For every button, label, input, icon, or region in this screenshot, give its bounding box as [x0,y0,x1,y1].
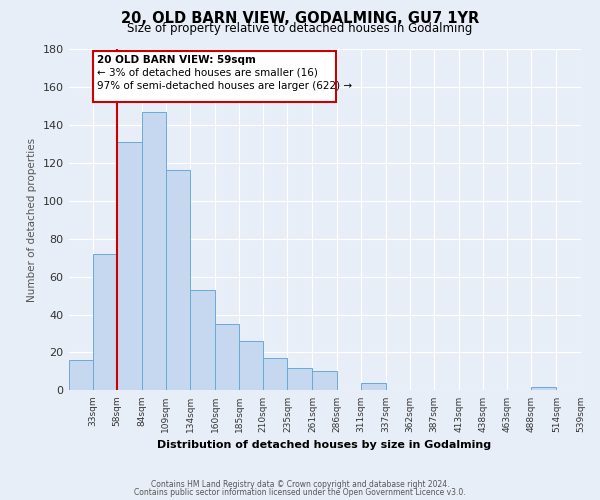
Text: 97% of semi-detached houses are larger (622) →: 97% of semi-detached houses are larger (… [97,81,352,91]
Text: Contains public sector information licensed under the Open Government Licence v3: Contains public sector information licen… [134,488,466,497]
Text: 20, OLD BARN VIEW, GODALMING, GU7 1YR: 20, OLD BARN VIEW, GODALMING, GU7 1YR [121,11,479,26]
Text: 20 OLD BARN VIEW: 59sqm: 20 OLD BARN VIEW: 59sqm [97,54,256,64]
Bar [215,324,239,390]
Bar [313,372,337,390]
Bar [532,386,556,390]
Text: Size of property relative to detached houses in Godalming: Size of property relative to detached ho… [127,22,473,35]
Text: Contains HM Land Registry data © Crown copyright and database right 2024.: Contains HM Land Registry data © Crown c… [151,480,449,489]
Bar [117,142,142,390]
Text: ← 3% of detached houses are smaller (16): ← 3% of detached houses are smaller (16) [97,68,317,78]
Y-axis label: Number of detached properties: Number of detached properties [27,138,37,302]
Bar [92,254,117,390]
X-axis label: Distribution of detached houses by size in Godalming: Distribution of detached houses by size … [157,440,491,450]
FancyBboxPatch shape [92,51,335,102]
Bar [142,112,166,390]
Bar [361,383,386,390]
Bar [166,170,190,390]
Bar [190,290,215,390]
Bar [287,368,313,390]
Bar [239,341,263,390]
Bar [68,360,92,390]
Bar [263,358,287,390]
